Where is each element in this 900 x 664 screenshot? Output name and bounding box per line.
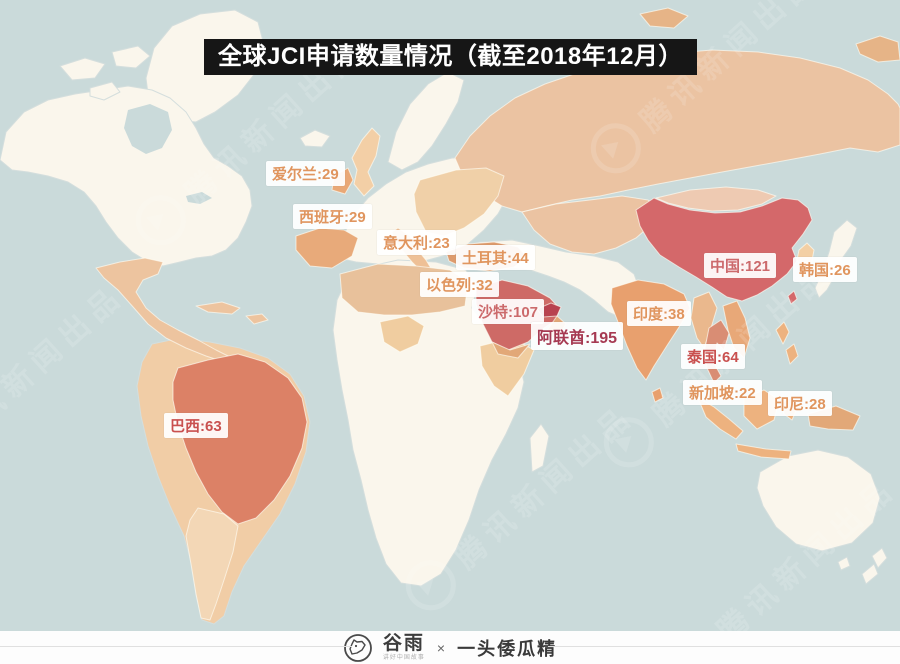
country-label-korea: 韩国:26 — [793, 257, 857, 282]
brand-name: 谷雨 — [382, 632, 425, 654]
mongolia-shape — [655, 186, 777, 212]
uk-shape — [351, 127, 381, 197]
country-label-brazil: 巴西:63 — [164, 413, 228, 438]
country-label-spain: 西班牙:29 — [293, 204, 372, 229]
country-label-singapore: 新加坡:22 — [683, 380, 762, 405]
country-label-turkey: 土耳其:44 — [456, 245, 535, 270]
country-label-israel: 以色列:32 — [420, 272, 499, 297]
mexico-shape — [95, 257, 229, 363]
multiply-separator: × — [436, 639, 446, 656]
footer-credit: 谷雨 讲好中国故事 × 一头倭瓜精 — [0, 631, 900, 664]
brand-tagline: 讲好中国故事 — [382, 655, 425, 661]
country-label-thailand: 泰国:64 — [681, 344, 745, 369]
country-label-ireland: 爱尔兰:29 — [266, 161, 345, 186]
country-label-indonesia: 印尼:28 — [768, 391, 832, 416]
indonesia-shape — [697, 397, 744, 440]
country-label-italy: 意大利:23 — [377, 230, 456, 255]
footer-divider-right — [548, 646, 900, 647]
page-title: 全球JCI申请数量情况（截至2018年12月） — [204, 39, 697, 76]
guyu-logo-icon — [343, 633, 373, 663]
country-label-china: 中国:121 — [704, 253, 777, 278]
country-label-uae: 阿联酋:195 — [531, 322, 624, 350]
brand-block: 谷雨 讲好中国故事 — [382, 632, 425, 662]
country-label-saudi: 沙特:107 — [472, 299, 545, 324]
world-map: 腾讯新闻出品腾讯新闻出品腾讯新闻出品腾讯新闻出品腾讯新闻出品腾讯新闻出品 爱尔兰… — [0, 0, 900, 631]
country-label-india: 印度:38 — [627, 301, 691, 326]
footer-divider-left — [0, 646, 352, 647]
world-map-svg — [0, 7, 900, 624]
partner-name: 一头倭瓜精 — [457, 638, 558, 659]
